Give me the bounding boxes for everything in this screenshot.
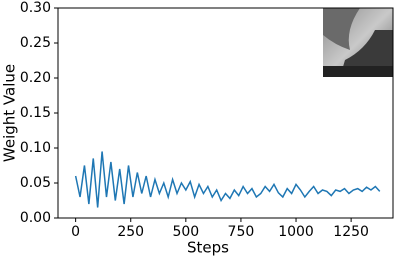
x-tick-label: 1000 — [278, 224, 314, 240]
x-tick-label: 1250 — [333, 224, 369, 240]
y-tick-label: 0.10 — [20, 140, 51, 156]
inset-image — [323, 8, 393, 77]
y-tick-label: 0.05 — [20, 175, 51, 191]
y-tick-label: 0.30 — [20, 0, 51, 16]
plot-frame — [57, 7, 394, 219]
x-tick-label: 750 — [228, 224, 255, 240]
y-tick-label: 0.00 — [20, 210, 51, 226]
x-axis-label: Steps — [187, 239, 229, 257]
y-tick-label: 0.20 — [20, 70, 51, 86]
y-axis-label: Weight Value — [1, 64, 19, 162]
y-tick-label: 0.25 — [20, 35, 51, 51]
y-tick-label: 0.15 — [20, 105, 51, 121]
x-tick-label: 0 — [71, 224, 80, 240]
line-series — [74, 151, 381, 208]
x-tick-label: 500 — [172, 224, 199, 240]
x-tick-label: 250 — [117, 224, 144, 240]
